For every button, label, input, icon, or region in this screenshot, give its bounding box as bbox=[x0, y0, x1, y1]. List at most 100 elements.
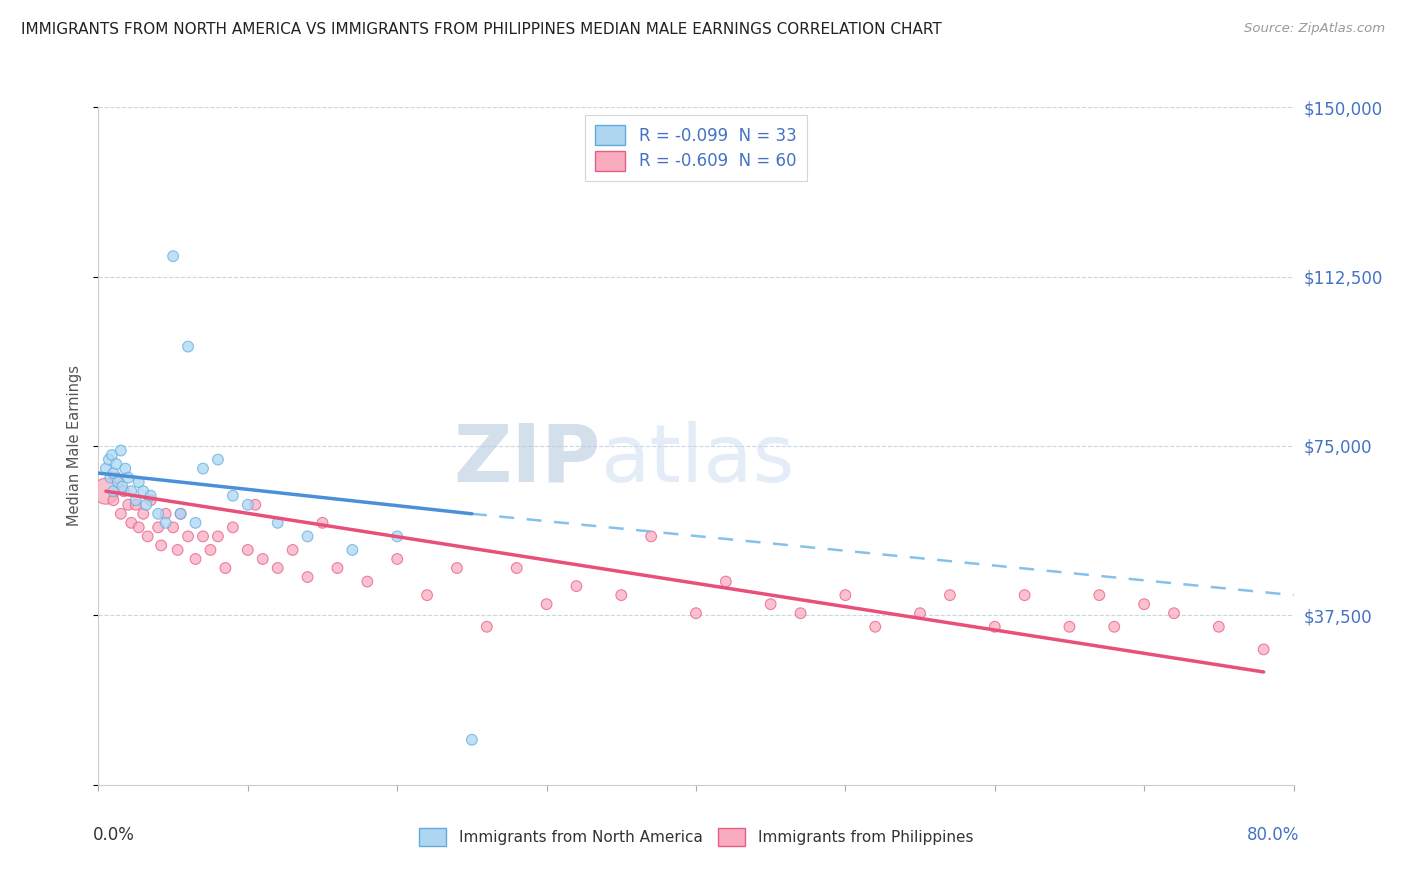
Point bbox=[1133, 597, 1156, 611]
Point bbox=[107, 475, 129, 490]
Point bbox=[245, 498, 267, 512]
Point bbox=[117, 470, 139, 484]
Point bbox=[110, 507, 132, 521]
Point bbox=[169, 507, 191, 521]
Point bbox=[94, 461, 117, 475]
Point bbox=[207, 452, 229, 467]
Point bbox=[342, 543, 364, 558]
Point bbox=[132, 484, 155, 499]
Point bbox=[984, 620, 1007, 634]
Point bbox=[148, 507, 170, 521]
Point bbox=[714, 574, 737, 589]
Point bbox=[148, 520, 170, 534]
Point bbox=[908, 606, 931, 620]
Point bbox=[110, 443, 132, 458]
Point bbox=[759, 597, 782, 611]
Point bbox=[200, 543, 222, 558]
Point bbox=[311, 516, 333, 530]
Point bbox=[184, 552, 207, 566]
Point bbox=[461, 732, 484, 747]
Point bbox=[1253, 642, 1275, 657]
Point bbox=[281, 543, 304, 558]
Point bbox=[565, 579, 588, 593]
Point bbox=[1088, 588, 1111, 602]
Point bbox=[135, 498, 157, 512]
Point bbox=[939, 588, 962, 602]
Point bbox=[155, 516, 177, 530]
Point bbox=[267, 561, 290, 575]
Point bbox=[1014, 588, 1036, 602]
Point bbox=[117, 498, 139, 512]
Point bbox=[297, 529, 319, 543]
Text: atlas: atlas bbox=[600, 420, 794, 499]
Text: 0.0%: 0.0% bbox=[93, 826, 135, 844]
Point bbox=[166, 543, 188, 558]
Point bbox=[834, 588, 856, 602]
Point bbox=[536, 597, 558, 611]
Point bbox=[385, 552, 409, 566]
Point bbox=[111, 480, 134, 494]
Point bbox=[150, 538, 173, 552]
Text: Source: ZipAtlas.com: Source: ZipAtlas.com bbox=[1244, 22, 1385, 36]
Point bbox=[207, 529, 229, 543]
Point bbox=[214, 561, 236, 575]
Y-axis label: Median Male Earnings: Median Male Earnings bbox=[67, 366, 83, 526]
Point bbox=[169, 507, 191, 521]
Point bbox=[125, 493, 148, 508]
Point bbox=[132, 507, 155, 521]
Point bbox=[1208, 620, 1230, 634]
Point bbox=[100, 470, 122, 484]
Point bbox=[94, 484, 117, 499]
Point bbox=[267, 516, 290, 530]
Point bbox=[1163, 606, 1185, 620]
Point bbox=[506, 561, 529, 575]
Point bbox=[1104, 620, 1126, 634]
Text: IMMIGRANTS FROM NORTH AMERICA VS IMMIGRANTS FROM PHILIPPINES MEDIAN MALE EARNING: IMMIGRANTS FROM NORTH AMERICA VS IMMIGRA… bbox=[21, 22, 942, 37]
Point bbox=[103, 484, 125, 499]
Point bbox=[103, 493, 125, 508]
Point bbox=[222, 520, 245, 534]
Point bbox=[252, 552, 274, 566]
Point bbox=[114, 461, 136, 475]
Point bbox=[128, 475, 150, 490]
Point bbox=[120, 516, 142, 530]
Point bbox=[222, 489, 245, 503]
Point bbox=[685, 606, 707, 620]
Point bbox=[191, 461, 214, 475]
Point bbox=[103, 466, 125, 480]
Point bbox=[789, 606, 811, 620]
Point bbox=[1059, 620, 1081, 634]
Point bbox=[125, 498, 148, 512]
Point bbox=[610, 588, 633, 602]
Point bbox=[139, 489, 162, 503]
Point bbox=[162, 249, 184, 263]
Point bbox=[297, 570, 319, 584]
Legend: Immigrants from North America, Immigrants from Philippines: Immigrants from North America, Immigrant… bbox=[413, 822, 979, 852]
Point bbox=[97, 452, 120, 467]
Text: 80.0%: 80.0% bbox=[1247, 826, 1299, 844]
Point bbox=[120, 484, 142, 499]
Point bbox=[475, 620, 498, 634]
Point bbox=[136, 529, 159, 543]
Point bbox=[236, 543, 259, 558]
Point bbox=[416, 588, 439, 602]
Text: ZIP: ZIP bbox=[453, 420, 600, 499]
Point bbox=[128, 520, 150, 534]
Point bbox=[356, 574, 378, 589]
Point bbox=[139, 493, 162, 508]
Point bbox=[191, 529, 214, 543]
Point bbox=[101, 448, 124, 462]
Point bbox=[162, 520, 184, 534]
Point bbox=[184, 516, 207, 530]
Point bbox=[177, 340, 200, 354]
Point bbox=[105, 457, 128, 471]
Point bbox=[446, 561, 468, 575]
Point bbox=[177, 529, 200, 543]
Point bbox=[385, 529, 409, 543]
Point bbox=[105, 470, 128, 484]
Point bbox=[155, 507, 177, 521]
Point bbox=[326, 561, 349, 575]
Point bbox=[865, 620, 887, 634]
Point bbox=[640, 529, 662, 543]
Point bbox=[112, 484, 135, 499]
